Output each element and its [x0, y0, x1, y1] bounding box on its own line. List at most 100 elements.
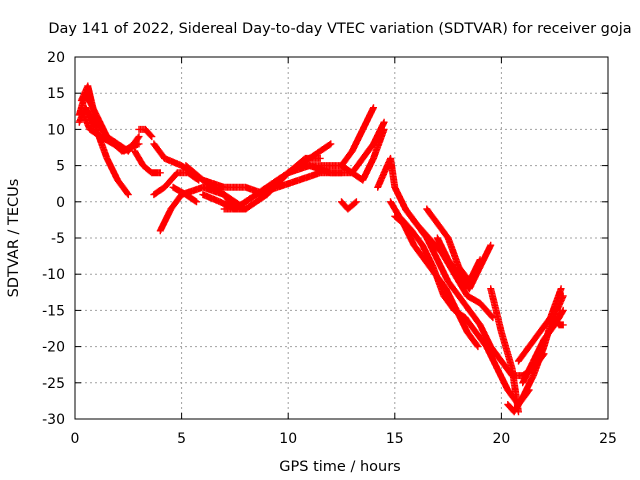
data-point-run — [231, 191, 259, 213]
data-point-run — [519, 358, 537, 387]
y-tick-label: -20 — [42, 340, 65, 356]
data-point-run — [472, 328, 490, 349]
data-point-run — [120, 140, 139, 155]
data-point-run — [114, 176, 132, 199]
y-tick-label: -5 — [51, 231, 65, 247]
x-tick-label: 15 — [386, 431, 404, 447]
data-point-run — [370, 125, 388, 162]
data-point-run — [374, 170, 387, 191]
data-point-run — [148, 169, 164, 177]
data-point-run — [476, 321, 494, 349]
data-point-run — [338, 162, 355, 176]
data-point-run — [433, 220, 451, 241]
data-point-run — [451, 270, 470, 299]
data-point-run — [402, 205, 419, 226]
x-tick-label: 0 — [71, 431, 80, 447]
data-point-run — [487, 285, 505, 335]
y-tick-label: -10 — [42, 267, 65, 283]
series-track-11 — [169, 183, 200, 206]
data-point-run — [497, 328, 516, 371]
data-point-run — [555, 321, 567, 329]
y-axis-label: SDTVAR / TECUs — [6, 179, 22, 298]
data-point-run — [425, 234, 445, 255]
series-track-15 — [252, 169, 345, 199]
data-point-run — [410, 241, 428, 262]
data-point-run — [316, 140, 335, 155]
data-point-run — [423, 205, 441, 226]
data-point-run — [141, 125, 156, 141]
data-point-run — [348, 127, 366, 155]
data-point-run — [476, 241, 495, 271]
data-points — [75, 82, 567, 416]
data-point-run — [92, 118, 110, 139]
series-track-4 — [80, 111, 139, 155]
data-point-run — [169, 183, 189, 198]
series-track-17 — [306, 118, 388, 177]
data-point-run — [463, 292, 483, 306]
data-point-run — [483, 343, 500, 371]
data-point-run — [444, 256, 462, 277]
x-tick-label: 20 — [492, 431, 510, 447]
data-point-run — [84, 82, 100, 125]
data-point-run — [359, 104, 377, 133]
data-point-run — [433, 256, 451, 284]
x-tick-label: 10 — [279, 431, 297, 447]
data-point-run — [546, 285, 565, 322]
y-tick-label: -15 — [42, 303, 65, 319]
data-point-run — [182, 162, 206, 183]
data-point-run — [199, 176, 227, 198]
data-point-run — [359, 156, 377, 184]
data-point-run — [540, 322, 558, 343]
data-point-run — [444, 277, 462, 299]
y-tick-label: 10 — [47, 122, 65, 138]
data-point-run — [199, 191, 223, 205]
data-point-run — [86, 125, 103, 140]
data-point-run — [156, 206, 174, 235]
data-point-run — [493, 364, 511, 393]
data-point-run — [421, 256, 438, 277]
data-point-run — [139, 162, 154, 176]
data-point-run — [487, 343, 504, 364]
data-point-run — [284, 162, 312, 177]
data-point-run — [359, 141, 377, 162]
x-axis-ticks: 0 5 10 15 20 25 — [71, 57, 617, 447]
chart-title: Day 141 of 2022, Sidereal Day-to-day VTE… — [48, 21, 631, 37]
data-point-run — [242, 191, 270, 213]
data-point-run — [433, 234, 451, 262]
data-point-run — [387, 154, 399, 190]
y-tick-label: -25 — [42, 376, 65, 392]
data-point-run — [274, 177, 301, 191]
y-tick-label: -30 — [42, 412, 65, 428]
y-tick-label: 0 — [56, 195, 65, 211]
data-point-run — [391, 212, 406, 226]
y-tick-label: 5 — [56, 159, 65, 175]
data-point-run — [476, 299, 497, 322]
data-point-run — [519, 373, 537, 401]
data-point-run — [515, 344, 532, 365]
x-tick-label: 5 — [177, 431, 186, 447]
y-axis-ticks: 20 15 10 5 0 -5 -10 -15 -20 -25 -30 — [42, 50, 608, 428]
data-point-run — [465, 264, 483, 293]
series-track-25 — [433, 234, 495, 293]
data-point-run — [80, 111, 93, 132]
x-tick-label: 25 — [599, 431, 617, 447]
series-track-22 — [391, 212, 482, 351]
data-point-run — [150, 184, 167, 199]
data-point-run — [301, 154, 324, 162]
data-point-run — [461, 314, 479, 335]
data-point-run — [419, 241, 436, 270]
series-track-28 — [515, 285, 565, 365]
y-tick-label: 15 — [47, 86, 65, 102]
data-point-run — [387, 198, 402, 219]
data-point-run — [442, 285, 460, 313]
data-point-run — [399, 220, 417, 248]
data-point-run — [167, 192, 185, 213]
data-point-run — [161, 154, 184, 169]
data-point-run — [431, 270, 449, 291]
data-point-run — [412, 220, 432, 241]
x-axis-label: GPS time / hours — [279, 459, 400, 475]
data-point-run — [161, 170, 180, 191]
data-point-run — [455, 292, 472, 313]
data-point-run — [553, 292, 567, 314]
data-point-run — [529, 337, 547, 365]
